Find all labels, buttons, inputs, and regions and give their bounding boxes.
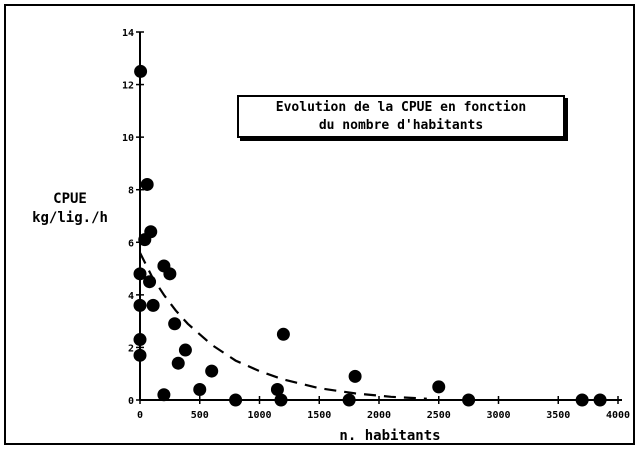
x-axis-label: n. habitants (339, 428, 441, 444)
x-tick-label: 3500 (546, 410, 570, 421)
y-tick-label: 6 (128, 238, 134, 249)
data-point (144, 225, 158, 239)
data-point (163, 267, 177, 281)
data-point (205, 364, 219, 378)
data-point (143, 275, 157, 289)
data-point (342, 393, 356, 407)
data-point (348, 369, 362, 383)
y-tick-label: 2 (128, 343, 134, 354)
data-point (270, 382, 284, 396)
chart-title-line-1: Evolution de la CPUE en fonction (275, 100, 527, 115)
data-point (193, 382, 207, 396)
data-point (462, 393, 476, 407)
chart-frame (4, 4, 635, 445)
data-point (133, 267, 147, 281)
y-tick-label: 12 (122, 81, 134, 92)
y-axis-label: CPUE kg/lig./h (20, 190, 120, 228)
y-tick-label: 8 (128, 186, 134, 197)
data-point (146, 298, 160, 312)
data-point (274, 393, 288, 407)
y-tick-label: 14 (122, 28, 134, 39)
data-point (432, 380, 446, 394)
data-point (593, 393, 607, 407)
x-tick-label: 500 (191, 410, 209, 421)
data-point (168, 317, 182, 331)
data-point (178, 343, 192, 357)
data-point (157, 388, 171, 402)
data-point (575, 393, 589, 407)
data-point (133, 298, 147, 312)
x-tick-label: 1000 (247, 410, 271, 421)
y-axis-label-line-2: kg/lig./h (32, 210, 108, 226)
y-tick-label: 0 (128, 396, 134, 407)
chart-title: Evolution de la CPUE en fonction du nomb… (237, 95, 565, 138)
x-tick-label: 3000 (486, 410, 510, 421)
y-tick-label: 4 (128, 291, 134, 302)
data-point (229, 393, 243, 407)
x-tick-label: 0 (137, 410, 143, 421)
data-point (276, 327, 290, 341)
x-tick-label: 4000 (606, 410, 630, 421)
x-tick-label: 2500 (427, 410, 451, 421)
fit-curve-dashed (139, 252, 427, 400)
data-point (133, 333, 147, 347)
data-point (134, 64, 148, 78)
data-point (133, 348, 147, 362)
chart-title-line-2: du nombre d'habitants (318, 118, 484, 133)
data-point (171, 356, 185, 370)
y-axis-label-line-1: CPUE (53, 191, 87, 207)
data-point (140, 177, 154, 191)
x-tick-label: 1500 (307, 410, 331, 421)
y-tick-label: 10 (122, 133, 134, 144)
x-tick-label: 2000 (367, 410, 391, 421)
